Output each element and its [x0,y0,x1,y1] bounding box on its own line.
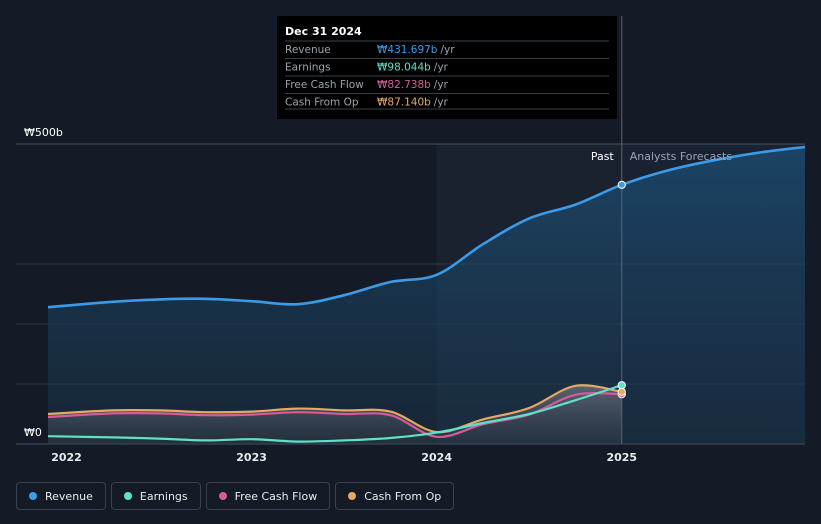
tooltip: Dec 31 2024 Revenue ₩431.697b/yr Earnings ₩… [277,16,617,119]
x-tick-label: 2025 [606,451,637,464]
tooltip-row-value: ₩87.140b/yr [377,97,449,109]
x-tick-label: 2023 [236,451,267,464]
x-tick-label: 2022 [51,451,82,464]
legend-item-cash-from-op[interactable]: Cash From Op [335,482,455,510]
series-line-revenue [47,145,806,309]
legend-dot-icon [218,492,227,500]
tooltip-row-label: Earnings [285,62,331,74]
legend-dot-icon [29,492,37,500]
legend-item-earnings[interactable]: Earnings [110,482,201,510]
past-label: Past [591,150,615,163]
tooltip-row-value: ₩82.738b/yr [377,79,449,91]
series-lines [47,145,806,443]
legend-item-revenue[interactable]: Revenue [16,482,106,510]
forecast-label: Analysts Forecasts [630,150,733,163]
x-axis-ticks: 2022 2023 2024 2025 [51,451,637,464]
tooltip-box [277,16,617,119]
tooltip-row-value: ₩431.697b/yr [377,44,455,56]
tooltip-date: Dec 31 2024 [285,25,362,38]
legend-label: Free Cash Flow [234,489,318,503]
x-tick-label: 2024 [421,451,452,464]
tooltip-row-label: Revenue [285,44,331,56]
marker-cash-from-op [617,387,626,396]
end-point-markers [617,180,626,399]
legend-dot-icon [123,492,132,500]
series-line-earnings [47,384,623,443]
legend: Revenue Earnings Free Cash Flow Cash From O… [16,482,455,510]
legend-dot-icon [348,492,357,500]
legend-label: Cash From Op [364,489,442,503]
y-axis-zero-label: ₩0 [24,426,42,439]
y-axis-top-label: ₩500b [24,126,63,139]
legend-label: Revenue [45,489,93,503]
legend-label: Earnings [139,489,188,503]
tooltip-row-label: Free Cash Flow [285,79,364,91]
legend-item-free-cash-flow[interactable]: Free Cash Flow [205,482,331,510]
tooltip-row-label: Cash From Op [285,97,359,109]
series-line-cash-from-op [47,384,622,434]
marker-revenue [617,180,626,189]
revenue-area [48,147,805,444]
tooltip-row-value: ₩98.044b/yr [377,62,449,74]
